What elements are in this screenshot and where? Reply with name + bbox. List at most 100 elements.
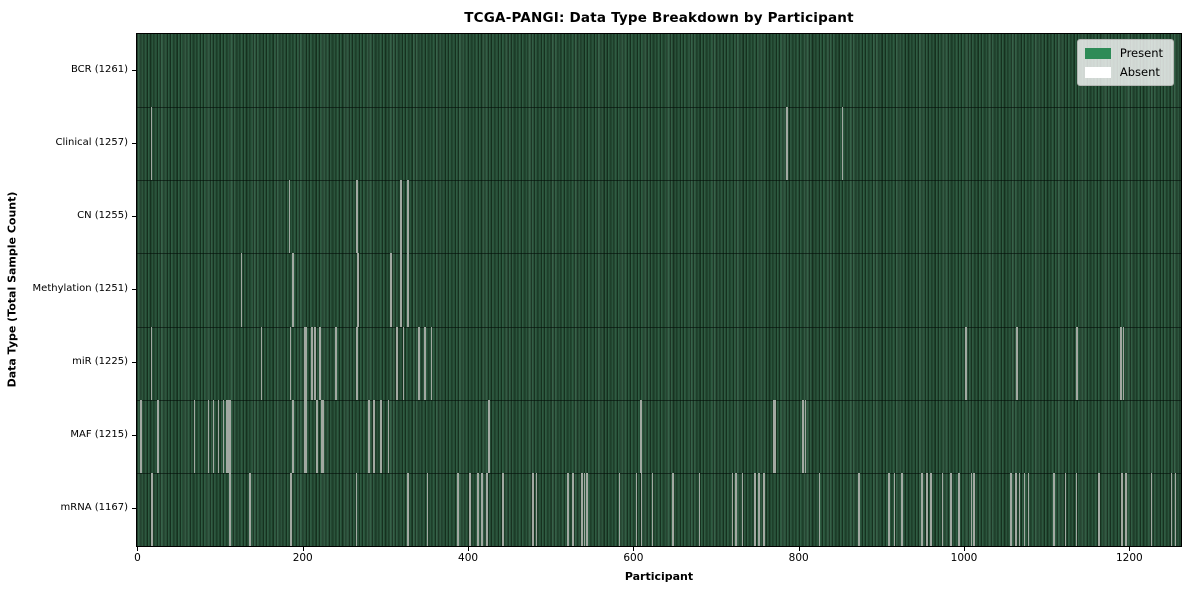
absent-stripe	[640, 399, 642, 473]
chart-title: TCGA-PANGI: Data Type Breakdown by Parti…	[464, 10, 854, 26]
absent-stripe	[1120, 326, 1122, 400]
absent-stripe	[303, 326, 306, 400]
absent-stripe	[535, 472, 538, 546]
absent-stripe	[193, 399, 196, 473]
y-tick-label-methylation: Methylation (1251)	[32, 283, 128, 294]
y-tick-mark	[132, 142, 136, 144]
y-tick-label-mir: miR (1225)	[72, 356, 128, 368]
absent-stripe	[651, 472, 654, 546]
x-tick-mark	[633, 547, 635, 551]
absent-stripe	[1097, 472, 1100, 546]
absent-stripe	[731, 472, 734, 546]
absent-stripe	[763, 472, 765, 546]
absent-stripe	[319, 326, 321, 400]
absent-stripe	[400, 180, 402, 254]
absent-stripe	[786, 107, 788, 181]
y-tick-mark	[132, 435, 136, 437]
absent-stripe	[217, 399, 220, 473]
x-tick-label-800: 800	[788, 552, 809, 564]
absent-stripe	[640, 472, 643, 546]
y-tick-label-clinical: Clinical (1257)	[55, 136, 129, 148]
absent-stripe	[1076, 326, 1079, 400]
absent-stripe	[212, 399, 215, 473]
x-tick-label-600: 600	[623, 552, 644, 564]
absent-stripe	[402, 326, 405, 400]
absent-stripe	[532, 472, 535, 546]
absent-stripe	[228, 399, 230, 473]
absent-stripe	[741, 472, 744, 546]
absent-stripe	[754, 472, 756, 546]
absent-stripe	[1018, 472, 1021, 546]
absent-stripe	[735, 472, 737, 546]
absent-stripe	[921, 472, 923, 546]
absent-stripe	[207, 399, 210, 473]
y-tick-label-bcr: BCR (1261)	[70, 63, 128, 75]
absent-stripe	[229, 399, 231, 473]
legend-label-present: Present	[1119, 46, 1163, 60]
absent-stripe	[390, 253, 392, 327]
y-tick-mark	[132, 362, 136, 364]
y-tick-mark	[132, 289, 136, 290]
absent-stripe	[1125, 472, 1127, 546]
y-tick-mark	[132, 69, 136, 71]
x-tick-label-1200: 1200	[1115, 552, 1143, 564]
x-tick-mark	[798, 547, 800, 551]
x-tick-mark	[302, 547, 304, 551]
absent-stripe	[355, 472, 358, 546]
absent-stripe	[802, 399, 804, 473]
row-divider	[137, 253, 1181, 255]
absent-stripe	[396, 326, 398, 400]
absent-stripe	[841, 107, 844, 181]
legend: Present Absent	[1076, 39, 1174, 86]
x-tick-label-400: 400	[458, 552, 479, 564]
plot-area: Present Absent	[136, 33, 1182, 547]
absent-stripe	[487, 399, 490, 473]
present-swatch-icon	[1084, 47, 1111, 59]
absent-stripe	[893, 472, 896, 546]
absent-stripe	[818, 472, 821, 546]
row-divider	[137, 107, 1181, 109]
absent-stripe	[357, 253, 359, 327]
absent-stripe	[773, 399, 775, 473]
absent-stripe	[316, 399, 319, 473]
x-tick-mark	[1129, 547, 1131, 551]
x-tick-label-200: 200	[292, 552, 313, 564]
absent-stripe	[1064, 472, 1067, 546]
absent-stripe	[1053, 472, 1055, 546]
absent-stripe	[804, 399, 807, 473]
absent-stripe	[481, 472, 483, 546]
absent-stripe	[583, 472, 586, 546]
legend-label-absent: Absent	[1119, 65, 1160, 79]
absent-stripe	[380, 399, 383, 473]
absent-stripe	[305, 326, 307, 400]
absent-stripe	[635, 472, 638, 546]
x-tick-label-1000: 1000	[950, 552, 978, 564]
absent-stripe	[973, 472, 975, 546]
absent-stripe	[926, 472, 928, 546]
absent-stripe	[356, 180, 359, 254]
absent-stripe	[260, 326, 263, 400]
absent-stripe	[400, 253, 402, 327]
absent-stripe	[426, 472, 429, 546]
absent-stripe	[964, 326, 967, 400]
absent-stripe	[222, 399, 225, 473]
y-tick-mark	[132, 215, 136, 217]
absent-stripe	[1015, 472, 1017, 546]
absent-stripe	[424, 326, 426, 400]
absent-stripe	[373, 399, 375, 473]
absent-stripe	[1150, 472, 1153, 546]
absent-stripe	[226, 399, 229, 473]
absent-stripe	[1170, 472, 1173, 546]
absent-stripe	[567, 472, 569, 546]
row-divider	[137, 326, 1181, 328]
absent-stripe	[227, 399, 230, 473]
absent-stripe	[1027, 472, 1030, 546]
absent-stripe	[292, 253, 294, 327]
absent-stripe	[1023, 472, 1026, 546]
absent-swatch-icon	[1084, 66, 1111, 78]
absent-stripe	[965, 326, 968, 400]
absent-stripe	[225, 399, 228, 473]
absent-stripe	[901, 472, 903, 546]
absent-stripe	[151, 472, 154, 546]
